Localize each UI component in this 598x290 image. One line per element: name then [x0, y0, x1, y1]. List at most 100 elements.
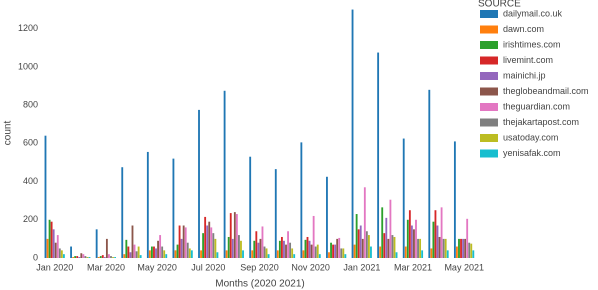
bar	[357, 229, 360, 258]
bar	[78, 257, 81, 258]
bar	[265, 248, 268, 258]
bar	[334, 244, 337, 258]
bar	[110, 256, 112, 258]
bar	[212, 233, 215, 258]
bar	[50, 221, 53, 258]
bar	[56, 235, 59, 258]
bar	[285, 244, 287, 258]
bar	[204, 216, 207, 258]
y-tick-label: 200	[23, 214, 38, 224]
bar	[137, 246, 140, 258]
bar	[184, 227, 187, 258]
legend-label: mainichi.jp	[503, 70, 546, 80]
bar	[302, 250, 305, 258]
bar	[351, 9, 354, 258]
bar	[165, 254, 168, 258]
bar	[406, 219, 409, 258]
bar	[135, 251, 138, 258]
bar	[153, 246, 155, 258]
bar	[274, 169, 277, 258]
y-tick-label: 800	[23, 99, 38, 109]
bar	[370, 246, 372, 258]
bar	[172, 158, 175, 258]
legend-swatch	[480, 41, 498, 49]
bar	[74, 256, 77, 258]
bar	[80, 253, 83, 258]
legend-swatch	[480, 134, 498, 142]
bar	[442, 238, 445, 258]
bar	[393, 236, 396, 258]
legend-label: dawn.com	[503, 24, 544, 34]
bar	[287, 231, 289, 258]
bar	[453, 141, 456, 258]
bar	[446, 250, 449, 258]
bar	[188, 248, 191, 258]
bar	[404, 246, 407, 258]
bar	[458, 238, 460, 258]
bar	[328, 252, 330, 258]
bar	[318, 254, 321, 258]
bar	[419, 238, 422, 258]
bar	[361, 238, 364, 258]
bar	[291, 248, 294, 258]
bar	[365, 231, 368, 258]
bar	[103, 257, 106, 258]
bar	[151, 246, 153, 258]
x-tick-label: May 2021	[444, 262, 484, 272]
legend-label: irishtimes.com	[503, 39, 561, 49]
legend-label: dailymail.co.uk	[503, 8, 563, 18]
bar	[216, 252, 219, 258]
bar	[114, 257, 117, 258]
legend-label: theglobeandmail.com	[503, 86, 589, 96]
bar	[363, 187, 366, 258]
bar	[161, 246, 164, 258]
x-tick-label: May 2020	[137, 262, 177, 272]
bar	[86, 257, 89, 258]
bar	[280, 236, 283, 258]
bar	[60, 250, 63, 258]
bar	[255, 231, 258, 258]
bar	[82, 254, 85, 258]
bar	[202, 233, 205, 258]
y-tick-label: 0	[33, 252, 38, 262]
x-axis-title: Months (2020 2021)	[215, 279, 305, 290]
bar	[379, 246, 382, 258]
legend-title: SOURCE	[478, 0, 521, 10]
bar	[355, 214, 358, 258]
bar	[223, 90, 226, 259]
bar	[70, 246, 72, 258]
bar	[308, 240, 311, 258]
bar	[267, 254, 270, 258]
bar	[353, 244, 356, 258]
bar	[464, 238, 467, 258]
bar	[438, 236, 441, 258]
bar	[359, 225, 362, 258]
bar	[54, 242, 57, 258]
bar	[139, 255, 142, 258]
bar	[314, 246, 317, 258]
y-tick-label: 1000	[18, 61, 38, 71]
x-tick-label: Jul 2020	[191, 262, 225, 272]
bar	[385, 217, 388, 258]
y-tick-label: 400	[23, 176, 38, 186]
bar	[52, 229, 55, 258]
bar	[210, 227, 213, 258]
bar	[289, 242, 292, 258]
bar	[127, 246, 130, 258]
bar	[249, 156, 252, 258]
bar	[253, 240, 256, 258]
bar	[121, 167, 124, 258]
bar	[444, 238, 447, 258]
y-axis-title: count	[3, 121, 14, 146]
bar	[316, 244, 319, 258]
bar	[159, 235, 162, 258]
bar	[182, 225, 185, 258]
legend-swatch	[480, 72, 498, 80]
bar	[44, 135, 47, 258]
bar	[387, 238, 390, 258]
bar	[129, 252, 132, 258]
bar	[367, 235, 370, 258]
bar	[391, 235, 394, 258]
bar	[326, 176, 328, 258]
bar	[389, 199, 392, 258]
